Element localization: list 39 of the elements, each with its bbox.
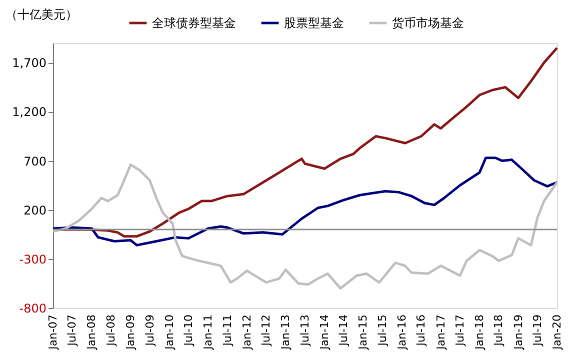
y-tick-label: 1,700 [12,56,46,70]
x-tick-label: Jul-10 [182,314,196,347]
line-series [52,156,558,246]
y-tick-label: 700 [24,154,46,168]
x-tick-label: Jan-13 [279,314,292,350]
y-tick-label: 200 [24,203,46,218]
x-tick-label: Jul-19 [530,314,544,347]
y-axis-title: （十亿美元） [6,8,78,22]
x-tick-label: Jan-10 [162,314,176,350]
y-tick-label: -300 [19,252,46,266]
x-tick-label: Jan-16 [395,314,408,350]
x-tick-label: Jan-07 [46,314,60,350]
x-tick-label: Jan-12 [240,314,254,350]
x-tick-label: Jul-14 [337,314,350,347]
x-tick-label: Jan-15 [356,314,370,350]
legend-label: 股票型基金 [284,16,344,30]
x-tick-label: Jul-15 [376,314,389,347]
x-tick-label: Jul-17 [453,314,466,347]
y-tick-label: -800 [19,302,46,316]
x-tick-label: Jul-13 [298,314,312,347]
x-tick-label: Jan-09 [124,314,138,350]
x-tick-label: Jan-17 [434,314,448,350]
x-tick-label: Jul-07 [66,314,79,347]
x-tick-label: Jul-11 [220,314,234,347]
y-tick-label: 1,200 [12,105,46,120]
x-tick-label: Jan-20 [550,314,564,350]
x-tick-label: Jul-12 [260,314,273,347]
x-tick-label: Jul-16 [414,314,428,347]
x-tick-label: Jul-09 [143,314,156,347]
x-tick-label: Jul-18 [492,314,506,347]
x-tick-label: Jan-14 [318,314,331,350]
x-tick-label: Jan-11 [202,314,215,350]
legend-label: 全球债券型基金 [152,16,236,30]
x-tick-label: Jan-18 [473,314,486,350]
x-tick-label: Jan-19 [512,314,525,350]
x-tick-label: Jul-08 [104,314,118,347]
legend-label: 货币市场基金 [392,16,464,30]
x-tick-label: Jan-08 [85,314,98,350]
line-series [52,163,558,290]
